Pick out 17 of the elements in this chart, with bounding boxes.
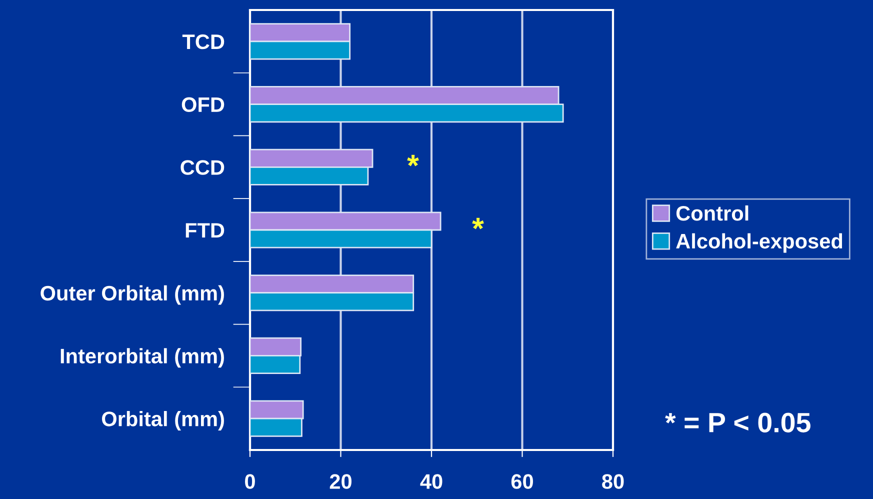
annotation: * bbox=[407, 154, 419, 166]
x-tick-label: 60 bbox=[511, 474, 533, 489]
y-tick-label: Outer Orbital (mm) bbox=[40, 285, 224, 305]
y-tick-label: OFD bbox=[182, 97, 224, 112]
legend-label: Alcohol-exposed bbox=[676, 233, 842, 253]
x-tick-label: 0 bbox=[245, 474, 255, 489]
annotation: * bbox=[472, 218, 484, 230]
y-tick-label: Orbital (mm) bbox=[102, 411, 224, 430]
y-tick-label: TCD bbox=[182, 34, 224, 50]
x-tick-label: 80 bbox=[602, 474, 624, 489]
x-tick-label: 40 bbox=[420, 474, 442, 489]
y-tick-label: CCD bbox=[180, 160, 224, 175]
x-tick-label: 20 bbox=[330, 474, 352, 489]
text: * = P < 0.05 bbox=[665, 412, 810, 432]
y-tick-label: FTD bbox=[186, 223, 224, 238]
legend-label: Control bbox=[676, 205, 748, 221]
y-tick-label: Interorbital (mm) bbox=[60, 348, 224, 368]
